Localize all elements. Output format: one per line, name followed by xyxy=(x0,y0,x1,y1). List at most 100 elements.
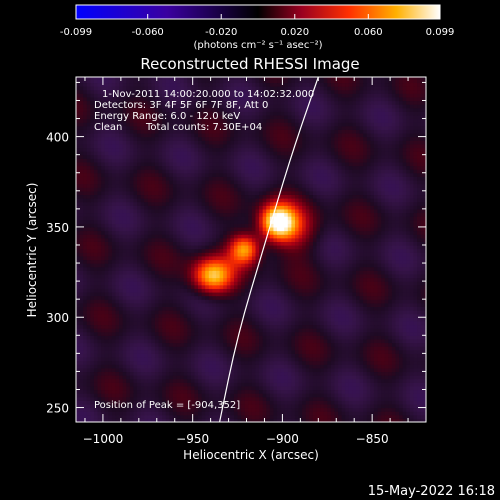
heatmap-cell xyxy=(176,382,181,387)
heatmap-cell xyxy=(284,270,289,275)
heatmap-cell xyxy=(137,364,142,369)
heatmap-cell xyxy=(205,313,210,318)
heatmap-cell xyxy=(345,375,350,380)
heatmap-cell xyxy=(137,270,142,275)
heatmap-cell xyxy=(76,342,81,347)
heatmap-cell xyxy=(388,335,393,340)
heatmap-cell xyxy=(76,349,81,354)
heatmap-cell xyxy=(420,353,425,358)
heatmap-cell xyxy=(356,259,361,264)
heatmap-cell xyxy=(373,313,379,318)
heatmap-cell xyxy=(101,270,106,275)
heatmap-cell xyxy=(237,259,242,264)
heatmap-cell xyxy=(158,252,163,257)
heatmap-cell xyxy=(384,288,389,293)
heatmap-cell xyxy=(255,320,260,326)
heatmap-cell xyxy=(93,396,99,401)
heatmap-cell xyxy=(93,349,99,354)
heatmap-cell xyxy=(97,317,102,322)
heatmap-cell xyxy=(212,263,217,268)
heatmap-cell xyxy=(244,385,249,391)
heatmap-cell xyxy=(334,299,339,304)
heatmap-cell xyxy=(399,338,404,344)
heatmap-cell xyxy=(395,310,400,315)
heatmap-cell xyxy=(208,371,214,376)
heatmap-cell xyxy=(133,310,138,315)
heatmap-cell xyxy=(133,241,138,246)
heatmap-cell xyxy=(176,356,181,362)
heatmap-cell xyxy=(144,389,149,394)
heatmap-cell xyxy=(190,313,196,318)
heatmap-cell xyxy=(391,375,397,380)
heatmap-cell xyxy=(198,360,203,365)
colorbar-tick-label: 0.020 xyxy=(280,27,309,38)
heatmap-cell xyxy=(370,302,375,307)
heatmap-cell xyxy=(137,273,142,279)
heatmap-cell xyxy=(356,241,361,246)
heatmap-cell xyxy=(97,418,102,422)
heatmap-cell xyxy=(79,411,84,416)
heatmap-cell xyxy=(409,382,415,387)
heatmap-cell xyxy=(399,310,404,315)
heatmap-cell xyxy=(323,317,328,322)
heatmap-cell xyxy=(291,367,296,373)
heatmap-cell xyxy=(212,393,217,398)
heatmap-cell xyxy=(104,349,109,354)
heatmap-cell xyxy=(413,364,418,369)
heatmap-cell xyxy=(144,320,149,326)
heatmap-cell xyxy=(104,266,109,271)
heatmap-cell xyxy=(309,335,314,340)
heatmap-cell xyxy=(248,284,253,289)
heatmap-cell xyxy=(76,284,81,289)
heatmap-cell xyxy=(172,281,178,286)
heatmap-cell xyxy=(345,356,350,362)
heatmap-cell xyxy=(119,291,124,297)
heatmap-cell xyxy=(244,338,249,344)
heatmap-cell xyxy=(158,320,163,326)
heatmap-cell xyxy=(230,241,235,246)
heatmap-cell xyxy=(104,353,109,358)
heatmap-cell xyxy=(341,335,346,340)
heatmap-cell xyxy=(93,288,99,293)
heatmap-cell xyxy=(237,356,242,362)
heatmap-cell xyxy=(259,273,264,279)
heatmap-cell xyxy=(122,277,127,282)
heatmap-cell xyxy=(323,328,328,333)
heatmap-cell xyxy=(154,389,160,394)
heatmap-cell xyxy=(373,342,379,347)
heatmap-cell xyxy=(413,411,418,416)
heatmap-cell xyxy=(320,393,325,398)
heatmap-cell xyxy=(366,403,371,409)
heatmap-cell xyxy=(255,313,260,318)
heatmap-cell xyxy=(172,313,178,318)
heatmap-cell xyxy=(345,349,350,354)
heatmap-cell xyxy=(216,353,221,358)
heatmap-cell xyxy=(370,364,375,369)
heatmap-cell xyxy=(198,313,203,318)
heatmap-cell xyxy=(115,356,120,362)
heatmap-cell xyxy=(341,338,346,344)
heatmap-cell xyxy=(320,375,325,380)
heatmap-cell xyxy=(262,371,267,376)
heatmap-cell xyxy=(366,263,371,268)
heatmap-cell xyxy=(406,266,411,271)
heatmap-cell xyxy=(348,356,354,362)
heatmap-cell xyxy=(190,396,196,401)
heatmap-cell xyxy=(216,273,221,279)
heatmap-cell xyxy=(391,244,397,250)
heatmap-cell xyxy=(409,389,415,394)
heatmap-cell xyxy=(79,237,84,242)
heatmap-cell xyxy=(417,414,422,419)
heatmap-cell xyxy=(287,342,292,347)
heatmap-cell xyxy=(356,378,361,383)
heatmap-cell xyxy=(330,385,336,391)
heatmap-cell xyxy=(259,320,264,326)
heatmap-cell xyxy=(417,338,422,344)
heatmap-cell xyxy=(262,349,267,354)
heatmap-cell xyxy=(366,342,371,347)
heatmap-cell xyxy=(144,324,149,329)
heatmap-cell xyxy=(370,310,375,315)
heatmap-cell xyxy=(172,375,178,380)
heatmap-cell xyxy=(108,411,113,416)
heatmap-cell xyxy=(251,291,257,297)
